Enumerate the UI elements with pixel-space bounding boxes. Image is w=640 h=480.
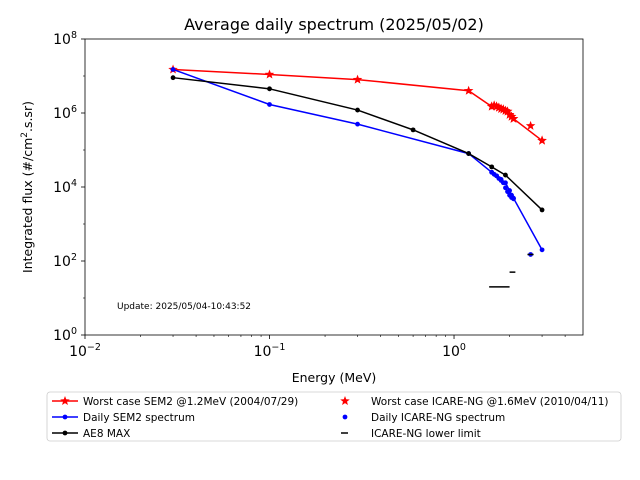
data-point	[264, 69, 275, 79]
legend-label: Daily ICARE-NG spectrum	[371, 412, 505, 424]
data-point	[498, 104, 509, 114]
legend: Worst case SEM2 @1.2MeV (2004/07/29) Wors…	[46, 391, 622, 442]
data-point	[355, 107, 360, 113]
series-2	[170, 75, 545, 213]
data-point	[410, 127, 416, 133]
data-point	[503, 172, 508, 178]
x-tick-label: 10−1	[254, 342, 286, 360]
y-axis-label: Integrated flux (#/cm2.s.sr)	[20, 101, 35, 273]
data-point	[506, 111, 517, 121]
legend-item: Daily SEM2 spectrum	[52, 412, 195, 424]
x-axis: 10−2 10−1 100	[69, 335, 566, 360]
y-tick-label: 104	[53, 178, 77, 196]
series-line	[172, 68, 543, 251]
legend-swatch-marker	[340, 396, 350, 406]
data-point	[503, 185, 508, 191]
x-axis-label: Energy (MeV)	[292, 370, 377, 385]
data-point	[489, 164, 495, 170]
legend-label: Daily SEM2 spectrum	[83, 412, 195, 424]
legend-item: Daily ICARE-NG spectrum	[342, 412, 505, 424]
legend-swatch-marker	[62, 414, 68, 420]
legend-label: Worst case ICARE-NG @1.6MeV (2010/04/11)	[371, 396, 609, 408]
series-4	[489, 169, 533, 257]
legend-item: ICARE-NG lower limit	[341, 428, 481, 440]
series-1	[170, 67, 545, 253]
data-point	[267, 86, 272, 92]
y-tick-label: 102	[53, 252, 77, 270]
data-point	[539, 247, 545, 253]
y-axis-label-tail: .s.sr)	[20, 101, 35, 132]
y-tick-label: 100	[53, 326, 77, 344]
data-point	[170, 75, 176, 81]
data-point	[355, 121, 360, 127]
data-point	[508, 113, 519, 123]
y-tick-label: 108	[53, 30, 77, 48]
legend-item: Worst case SEM2 @1.2MeV (2004/07/29)	[52, 396, 298, 408]
plot-area	[168, 64, 547, 288]
data-point	[352, 74, 363, 84]
data-point	[267, 102, 272, 107]
data-point	[170, 67, 176, 72]
y-tick-label: 106	[53, 104, 77, 122]
data-point	[525, 120, 536, 130]
legend-swatch-marker	[342, 414, 348, 420]
data-point	[539, 207, 545, 213]
data-point	[511, 196, 516, 202]
data-point	[505, 189, 510, 195]
series-3	[486, 100, 547, 145]
legend-label: Worst case SEM2 @1.2MeV (2004/07/29)	[83, 396, 298, 408]
y-axis: 100 102 104 106 108	[53, 30, 85, 344]
chart-title: Average daily spectrum (2025/05/02)	[184, 15, 484, 34]
update-annotation: Update: 2025/05/04-10:43:52	[117, 302, 251, 312]
legend-swatch-marker	[60, 396, 70, 406]
legend-item: AE8 MAX	[52, 428, 130, 440]
data-point	[537, 135, 547, 145]
x-tick-label: 10−2	[69, 342, 101, 360]
data-point	[502, 106, 513, 116]
series-line	[172, 76, 543, 211]
series-0	[168, 64, 547, 145]
data-point	[463, 85, 474, 95]
y-axis-label-sup: 2	[20, 132, 30, 138]
legend-box	[46, 391, 622, 442]
y-axis-label-base: Integrated flux (#/cm	[20, 138, 35, 273]
data-point	[504, 109, 515, 119]
legend-item: Worst case ICARE-NG @1.6MeV (2010/04/11)	[340, 396, 609, 408]
data-point	[494, 102, 504, 112]
legend-swatch-marker	[62, 430, 68, 436]
data-point	[486, 101, 497, 111]
x-tick-label: 100	[442, 342, 466, 360]
data-point	[466, 151, 472, 156]
data-point	[500, 180, 506, 186]
legend-label: ICARE-NG lower limit	[371, 428, 481, 440]
series-5	[489, 253, 534, 288]
legend-label: AE8 MAX	[83, 428, 130, 440]
